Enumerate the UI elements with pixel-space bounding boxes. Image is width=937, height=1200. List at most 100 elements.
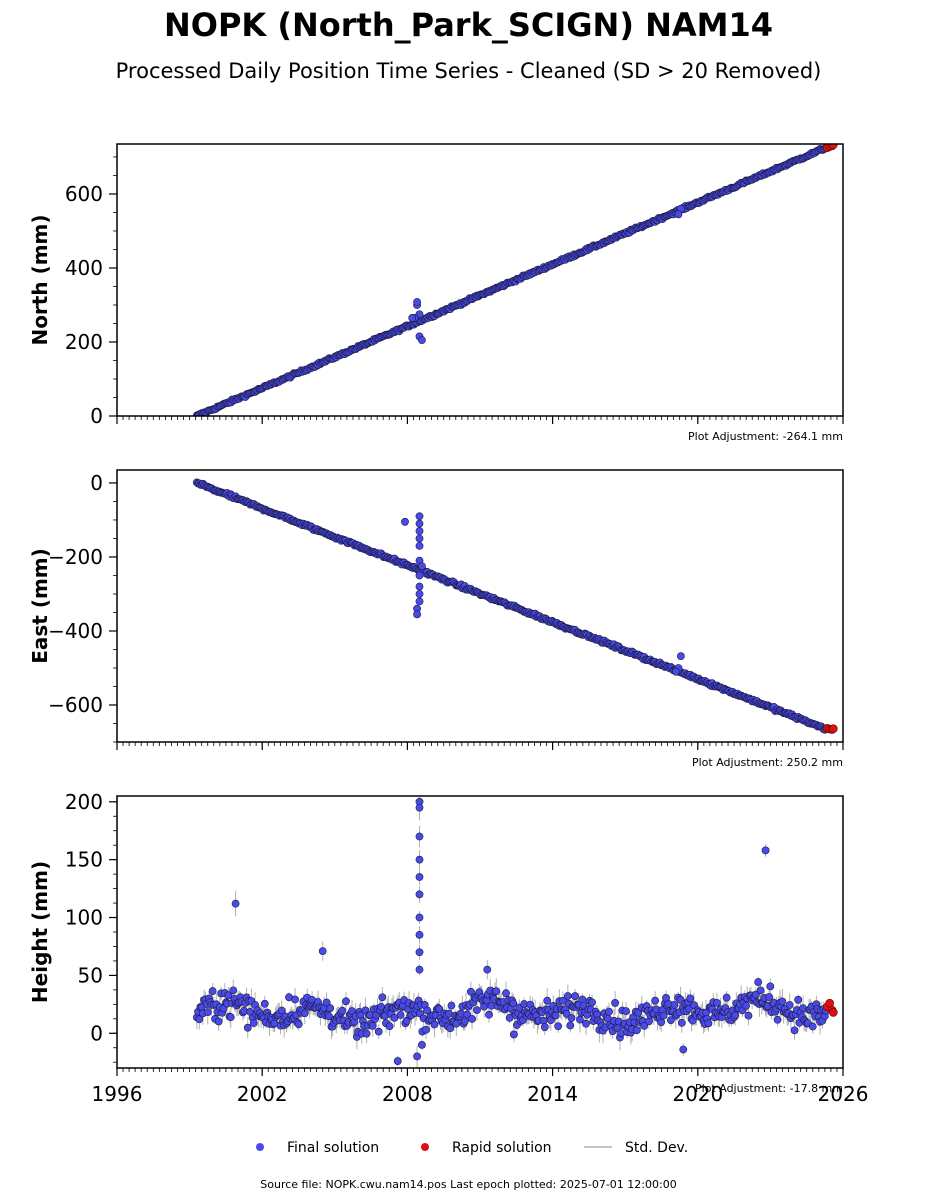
final-point — [326, 1004, 335, 1013]
y-tick-label: 100 — [65, 906, 103, 930]
final-point — [466, 987, 475, 996]
plot-area — [117, 470, 843, 742]
legend-std-label: Std. Dev. — [625, 1140, 688, 1156]
final-point — [790, 1026, 799, 1035]
final-point — [415, 930, 424, 939]
final-point — [502, 989, 510, 998]
y-tick-label: −200 — [48, 545, 103, 569]
final-point — [396, 1011, 405, 1019]
final-point — [468, 1014, 476, 1023]
rapid-solution-points — [822, 998, 838, 1017]
final-point — [674, 210, 683, 219]
final-point — [291, 995, 299, 1004]
y-tick-label: 200 — [65, 790, 103, 814]
final-point — [415, 803, 424, 812]
final-point — [229, 986, 238, 995]
series-data — [192, 144, 838, 416]
final-point — [483, 965, 492, 974]
final-point — [415, 534, 424, 543]
final-point — [368, 1021, 377, 1030]
y-tick-label: 600 — [65, 182, 103, 206]
y-axis-label: North (mm) — [28, 214, 52, 345]
final-point — [415, 571, 424, 580]
final-point — [243, 1023, 252, 1032]
final-point — [672, 667, 680, 676]
final-point — [634, 1008, 643, 1017]
final-point — [554, 1022, 563, 1031]
plot-frame — [116, 795, 844, 1069]
rapid-point — [829, 724, 838, 733]
final-point — [260, 999, 269, 1008]
final-point — [277, 1006, 286, 1015]
final-point — [415, 965, 424, 974]
rapid-point — [829, 1008, 838, 1017]
final-point — [778, 997, 787, 1006]
final-solution-points — [192, 478, 830, 734]
y-tick-label: 0 — [90, 1021, 103, 1045]
final-point — [562, 1009, 571, 1018]
legend-final-marker — [256, 1143, 264, 1151]
final-point — [214, 1017, 223, 1026]
x-tick-label: 2002 — [237, 1082, 288, 1106]
final-point — [408, 314, 417, 322]
final-point — [744, 1011, 753, 1020]
final-point — [463, 1010, 472, 1019]
x-tick-label: 2008 — [382, 1082, 433, 1106]
final-point — [318, 947, 327, 955]
final-point — [765, 993, 773, 1001]
final-point — [808, 1022, 817, 1031]
final-point — [422, 1025, 430, 1034]
final-point — [571, 992, 580, 1000]
final-point — [415, 527, 424, 535]
final-point — [509, 999, 518, 1008]
final-point — [415, 873, 424, 881]
legend-rapid-label: Rapid solution — [452, 1140, 552, 1156]
x-tick-label: 2014 — [527, 1082, 578, 1106]
final-point — [415, 541, 424, 550]
panel-3: 1996 2002 2008 2014 2020 2026 0 50 100 150 200 Heig… — [28, 790, 868, 1106]
final-point — [224, 991, 233, 1000]
final-point — [751, 990, 760, 999]
final-point — [418, 336, 426, 345]
x-tick-label: 2026 — [818, 1082, 869, 1106]
final-point — [418, 562, 426, 571]
final-point — [551, 1011, 560, 1020]
final-point — [611, 999, 620, 1007]
panels: 0 200 400 600 North (mm) Plot Adjustment: -26… — [28, 143, 868, 1106]
rapid-solution-points — [822, 144, 838, 152]
final-point — [563, 992, 572, 1000]
final-point — [766, 982, 775, 991]
y-axis-label: Height (mm) — [28, 861, 52, 1003]
final-point — [473, 1006, 481, 1015]
final-point — [342, 997, 350, 1006]
final-point — [588, 998, 596, 1007]
final-point — [401, 517, 409, 526]
final-point — [294, 1020, 303, 1029]
panel-1: 0 200 400 600 North (mm) Plot Adjustment: -26… — [28, 143, 844, 443]
final-point — [633, 1026, 641, 1035]
y-tick-label: 0 — [90, 471, 103, 495]
y-tick-label: 150 — [65, 848, 103, 872]
final-point — [742, 1001, 750, 1010]
final-solution-points — [192, 144, 830, 416]
final-point — [713, 998, 721, 1007]
y-tick-label: 50 — [78, 963, 103, 987]
final-point — [540, 1023, 549, 1031]
final-point — [415, 948, 424, 957]
x-tick-label: 1996 — [92, 1082, 143, 1106]
y-tick-label: 200 — [65, 330, 103, 354]
y-tick-label: 400 — [65, 256, 103, 280]
final-point — [509, 1030, 518, 1039]
plot-area — [117, 796, 843, 1068]
final-point — [325, 1012, 333, 1021]
final-point — [754, 978, 763, 986]
final-point — [415, 519, 424, 528]
final-point — [415, 597, 424, 606]
final-point — [415, 855, 424, 864]
final-point — [567, 1014, 576, 1022]
source-note: Source file: NOPK.cwu.nam14.pos Last epo… — [260, 1178, 676, 1191]
final-point — [435, 1005, 444, 1014]
final-point — [460, 1017, 469, 1026]
final-point — [539, 1016, 548, 1025]
final-point — [651, 996, 660, 1005]
